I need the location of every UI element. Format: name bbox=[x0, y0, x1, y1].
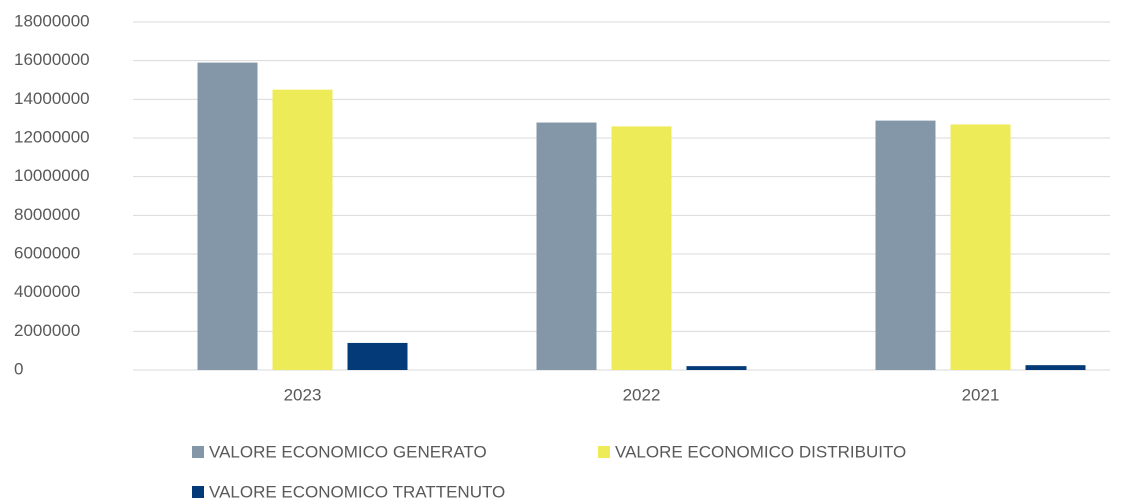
legend-label: VALORE ECONOMICO DISTRIBUITO bbox=[615, 442, 906, 461]
y-tick-label: 12000000 bbox=[14, 127, 90, 146]
x-tick-label: 2023 bbox=[284, 385, 322, 404]
bar bbox=[197, 62, 258, 370]
bar bbox=[1025, 365, 1086, 370]
y-tick-label: 2000000 bbox=[14, 321, 80, 340]
y-tick-label: 16000000 bbox=[14, 50, 90, 69]
bar bbox=[347, 342, 408, 370]
y-tick-label: 6000000 bbox=[14, 243, 80, 262]
y-tick-label: 4000000 bbox=[14, 282, 80, 301]
bar bbox=[272, 89, 333, 371]
legend-swatch bbox=[598, 446, 610, 458]
bar bbox=[950, 124, 1011, 370]
y-tick-label: 10000000 bbox=[14, 166, 90, 185]
legend-label: VALORE ECONOMICO TRATTENUTO bbox=[209, 482, 505, 501]
legend-swatch bbox=[192, 446, 204, 458]
y-tick-label: 14000000 bbox=[14, 89, 90, 108]
legend-label: VALORE ECONOMICO GENERATO bbox=[209, 442, 487, 461]
bar bbox=[611, 126, 672, 371]
x-tick-label: 2021 bbox=[962, 385, 1000, 404]
y-tick-label: 18000000 bbox=[14, 11, 90, 30]
bar bbox=[686, 366, 747, 370]
bar bbox=[536, 122, 597, 371]
legend-swatch bbox=[192, 486, 204, 498]
y-tick-label: 0 bbox=[14, 359, 23, 378]
x-tick-label: 2022 bbox=[623, 385, 661, 404]
bar bbox=[875, 120, 936, 370]
y-tick-label: 8000000 bbox=[14, 205, 80, 224]
